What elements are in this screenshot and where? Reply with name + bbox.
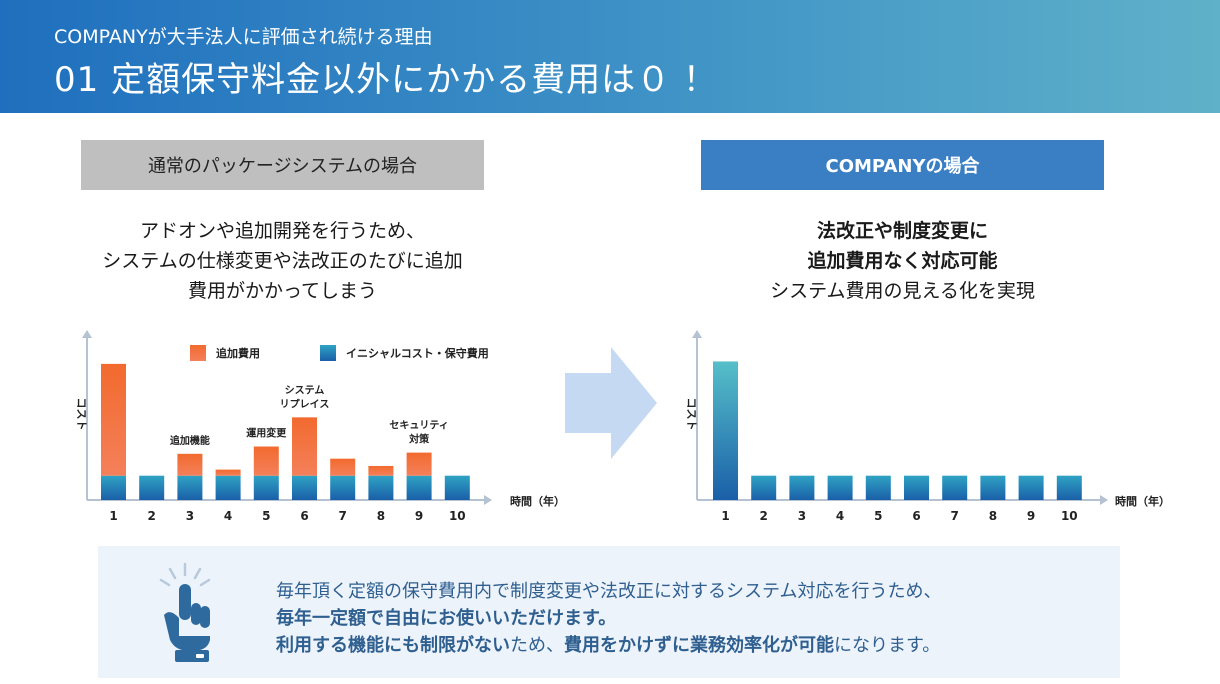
bar-additional-9 <box>406 452 432 476</box>
x-tick-label-1: 1 <box>109 509 117 523</box>
bar-additional-7 <box>330 458 356 476</box>
x-tick-label-3: 3 <box>186 509 194 523</box>
annotation-6-1: リプレイス <box>280 397 330 410</box>
x-tick-label-9: 9 <box>1027 509 1035 523</box>
company-desc-line-2: 追加費用なく対応可能 <box>807 250 998 272</box>
pointing-hand-icon <box>150 560 220 669</box>
x-tick-label-3: 3 <box>798 509 806 523</box>
bar-additional-5 <box>253 446 279 476</box>
annotation-9-1: 対策 <box>408 433 430 446</box>
bar-base-5 <box>253 475 279 500</box>
bar-base-7 <box>330 475 356 500</box>
normal-package-label: 通常のパッケージシステムの場合 <box>81 140 484 190</box>
x-tick-label-7: 7 <box>339 509 347 523</box>
note-line-2-bold: 毎年一定額で自由にお使いいただけます。 <box>276 608 617 629</box>
x-axis-label: 時間（年） <box>1115 494 1170 508</box>
bar-base-2 <box>139 475 165 500</box>
bar-base-4 <box>827 475 853 500</box>
note-line-3-normal-a: ため、 <box>510 635 564 656</box>
x-tick-label-7: 7 <box>951 509 959 523</box>
x-tick-label-9: 9 <box>415 509 423 523</box>
normal-package-description: アドオンや追加開発を行うため、 システムの仕様変更や法改正のたびに追加 費用がか… <box>60 216 505 306</box>
normal-desc-line-2: システムの仕様変更や法改正のたびに追加 <box>102 250 463 272</box>
x-axis-arrowhead <box>484 495 492 505</box>
note-line-3: 利用する機能にも制限がないため、費用をかけずに業務効率化が可能になります。 <box>276 632 941 659</box>
x-tick-label-4: 4 <box>836 509 844 523</box>
company-desc-line-3: システム費用の見える化を実現 <box>770 280 1035 302</box>
bar-base-8 <box>980 475 1006 500</box>
x-tick-label-6: 6 <box>300 509 308 523</box>
x-tick-label-5: 5 <box>874 509 882 523</box>
legend-swatch-base <box>320 345 336 361</box>
company-label: COMPANYの場合 <box>701 140 1104 190</box>
bar-base-9 <box>406 475 432 500</box>
bar-additional-4 <box>215 469 241 476</box>
x-tick-label-2: 2 <box>760 509 768 523</box>
x-tick-label-4: 4 <box>224 509 232 523</box>
note-line-3-bold-b: 費用をかけずに業務効率化が可能 <box>564 635 834 656</box>
note-line-3-bold-a: 利用する機能にも制限がない <box>276 635 510 656</box>
bar-additional-6 <box>292 417 317 476</box>
y-axis-arrowhead <box>692 330 702 338</box>
bar-additional-1 <box>101 363 126 476</box>
x-tick-label-1: 1 <box>721 509 729 523</box>
company-desc-line-1: 法改正や制度変更に <box>816 220 988 242</box>
x-tick-label-8: 8 <box>989 509 997 523</box>
bar-base-1 <box>713 361 738 500</box>
x-tick-label-10: 10 <box>1061 509 1078 523</box>
header-subtitle: COMPANYが大手法人に評価され続ける理由 <box>54 26 433 48</box>
bar-additional-8 <box>368 465 394 476</box>
legend-swatch-additional <box>190 345 206 361</box>
x-tick-label-5: 5 <box>262 509 270 523</box>
bar-base-6 <box>904 475 929 500</box>
legend-label-base: イニシャルコスト・保守費用 <box>346 346 489 360</box>
x-axis-arrowhead <box>1100 495 1108 505</box>
normal-desc-line-3: 費用がかかってしまう <box>187 280 378 302</box>
header-title: 01 定額保守料金以外にかかる費用は０ ！ <box>54 60 718 100</box>
y-axis-label: コスト <box>685 398 698 431</box>
bar-base-7 <box>942 475 968 500</box>
bar-base-3 <box>789 475 815 500</box>
bar-base-2 <box>751 475 777 500</box>
header-banner: COMPANYが大手法人に評価され続ける理由 01 定額保守料金以外にかかる費用… <box>0 0 1220 113</box>
x-tick-label-6: 6 <box>912 509 920 523</box>
x-tick-label-8: 8 <box>377 509 385 523</box>
bar-additional-3 <box>177 453 203 476</box>
bar-base-10 <box>444 475 470 500</box>
note-line-1: 毎年頂く定額の保守費用内で制度変更や法改正に対するシステム対応を行うため、 <box>276 581 942 602</box>
y-axis-arrowhead <box>82 330 92 338</box>
bar-base-6 <box>292 475 317 500</box>
legend-label-additional: 追加費用 <box>216 346 260 360</box>
annotation-9-0: セキュリティ <box>389 420 448 432</box>
x-tick-label-2: 2 <box>148 509 156 523</box>
bar-base-5 <box>865 475 891 500</box>
note-text: 毎年頂く定額の保守費用内で制度変更や法改正に対するシステム対応を行うため、 毎年… <box>276 578 941 659</box>
note-line-2: 毎年一定額で自由にお使いいただけます。 <box>276 605 941 632</box>
bar-base-3 <box>177 475 203 500</box>
bar-base-9 <box>1018 475 1044 500</box>
annotation-5-0: 運用変更 <box>246 427 287 440</box>
annotation-6-0: システム <box>285 384 325 396</box>
y-axis-label: コスト <box>75 398 88 431</box>
note-line-3-normal-b: になります。 <box>834 635 941 656</box>
x-tick-label-10: 10 <box>449 509 466 523</box>
bar-base-4 <box>215 475 241 500</box>
normal-desc-line-1: アドオンや追加開発を行うため、 <box>139 220 425 242</box>
arrow-right-icon <box>565 347 657 463</box>
company-description: 法改正や制度変更に 追加費用なく対応可能 システム費用の見える化を実現 <box>680 216 1125 306</box>
note-box <box>98 546 1120 678</box>
bar-base-10 <box>1056 475 1082 500</box>
annotation-3-0: 追加機能 <box>170 434 210 447</box>
x-axis-label: 時間（年） <box>510 494 565 508</box>
bar-base-1 <box>101 475 126 500</box>
bar-base-8 <box>368 475 394 500</box>
